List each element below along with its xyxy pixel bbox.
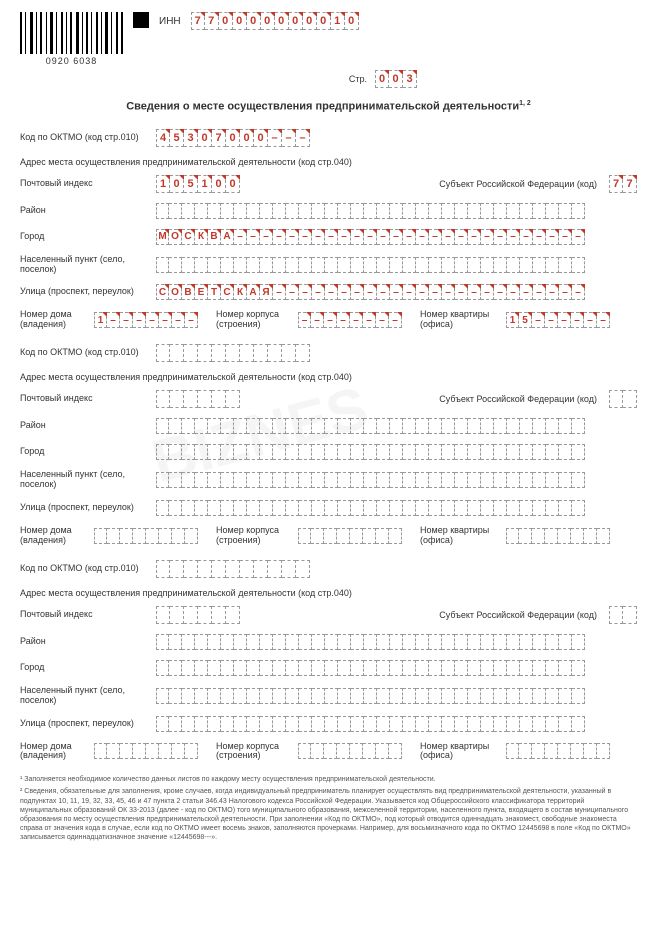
city-label-3: Город xyxy=(20,663,150,673)
korpus-cells-2 xyxy=(298,528,402,544)
flat-cells-1: 15–––––– xyxy=(506,312,610,328)
city-cells-1: МОСКВА––––––––––––––––––––––––––– xyxy=(156,229,585,245)
subject-cells-1: 77 xyxy=(609,175,637,193)
subject-label-2: Субъект Российской Федерации (код) xyxy=(439,394,597,404)
oktmo-cells-3 xyxy=(156,560,310,578)
postal-cells-1: 105100 xyxy=(156,175,240,193)
form-header: 0920 6038 ИНН 770000000010 xyxy=(20,12,637,66)
postal-label: Почтовый индекс xyxy=(20,179,150,189)
house-label: Номер дома (владения) xyxy=(20,310,90,330)
oktmo-cells-2 xyxy=(156,344,310,362)
street-label: Улица (проспект, переулок) xyxy=(20,287,150,297)
postal-label-3: Почтовый индекс xyxy=(20,610,150,620)
city-cells-2 xyxy=(156,444,585,460)
house-cells-3 xyxy=(94,743,198,759)
oktmo-label-3: Код по ОКТМО (код стр.010) xyxy=(20,564,150,574)
raion-cells-2 xyxy=(156,418,585,434)
form-title: Сведения о месте осуществления предприни… xyxy=(20,100,637,113)
korpus-cells-3 xyxy=(298,743,402,759)
settlement-cells-3 xyxy=(156,688,585,704)
raion-cells-1 xyxy=(156,203,585,219)
postal-cells-2 xyxy=(156,390,240,408)
flat-cells-2 xyxy=(506,528,610,544)
korpus-label-3: Номер корпуса (строения) xyxy=(216,742,294,762)
inn-label: ИНН xyxy=(159,16,181,27)
flat-label: Номер квартиры (офиса) xyxy=(420,310,502,330)
house-label-2: Номер дома (владения) xyxy=(20,526,90,546)
footnote-1: ¹ Заполняется необходимое количество дан… xyxy=(20,775,637,784)
postal-label-2: Почтовый индекс xyxy=(20,394,150,404)
street-cells-2 xyxy=(156,500,585,516)
barcode-number: 0920 6038 xyxy=(46,56,98,66)
raion-cells-3 xyxy=(156,634,585,650)
oktmo-label-2: Код по ОКТМО (код стр.010) xyxy=(20,348,150,358)
addr-header-1: Адрес места осуществления предпринимател… xyxy=(20,157,637,167)
subject-cells-2 xyxy=(609,390,637,408)
page-label: Стр. xyxy=(349,74,367,84)
city-label-2: Город xyxy=(20,447,150,457)
barcode: 0920 6038 xyxy=(20,12,123,66)
raion-label-2: Район xyxy=(20,421,150,431)
settlement-cells-1 xyxy=(156,257,585,273)
house-cells-2 xyxy=(94,528,198,544)
city-label: Город xyxy=(20,232,150,242)
raion-label-3: Район xyxy=(20,637,150,647)
settlement-cells-2 xyxy=(156,472,585,488)
house-cells-1: 1––––––– xyxy=(94,312,198,328)
settlement-label: Населенный пункт (село, поселок) xyxy=(20,255,150,275)
subject-cells-3 xyxy=(609,606,637,624)
korpus-label: Номер корпуса (строения) xyxy=(216,310,294,330)
inn-cells: 770000000010 xyxy=(191,12,359,30)
korpus-cells-1: –––––––– xyxy=(298,312,402,328)
street-cells-3 xyxy=(156,716,585,732)
footnotes: ¹ Заполняется необходимое количество дан… xyxy=(20,775,637,842)
settlement-label-3: Населенный пункт (село, поселок) xyxy=(20,686,150,706)
flat-cells-3 xyxy=(506,743,610,759)
korpus-label-2: Номер корпуса (строения) xyxy=(216,526,294,546)
settlement-label-2: Населенный пункт (село, поселок) xyxy=(20,470,150,490)
house-label-3: Номер дома (владения) xyxy=(20,742,90,762)
subject-label-3: Субъект Российской Федерации (код) xyxy=(439,610,597,620)
marker-square xyxy=(133,12,149,28)
flat-label-3: Номер квартиры (офиса) xyxy=(420,742,502,762)
footnote-2: ² Сведения, обязательные для заполнения,… xyxy=(20,787,637,842)
city-cells-3 xyxy=(156,660,585,676)
flat-label-2: Номер квартиры (офиса) xyxy=(420,526,502,546)
addr-header-3: Адрес места осуществления предпринимател… xyxy=(20,588,637,598)
addr-header-2: Адрес места осуществления предпринимател… xyxy=(20,372,637,382)
oktmo-cells-1: 45307000––– xyxy=(156,129,310,147)
street-label-2: Улица (проспект, переулок) xyxy=(20,503,150,513)
raion-label: Район xyxy=(20,206,150,216)
postal-cells-3 xyxy=(156,606,240,624)
street-cells-1: СОВЕТСКАЯ–––––––––––––––––––––––– xyxy=(156,284,585,300)
oktmo-label: Код по ОКТМО (код стр.010) xyxy=(20,133,150,143)
subject-label: Субъект Российской Федерации (код) xyxy=(439,179,597,189)
street-label-3: Улица (проспект, переулок) xyxy=(20,719,150,729)
page-cells: 003 xyxy=(375,70,417,88)
